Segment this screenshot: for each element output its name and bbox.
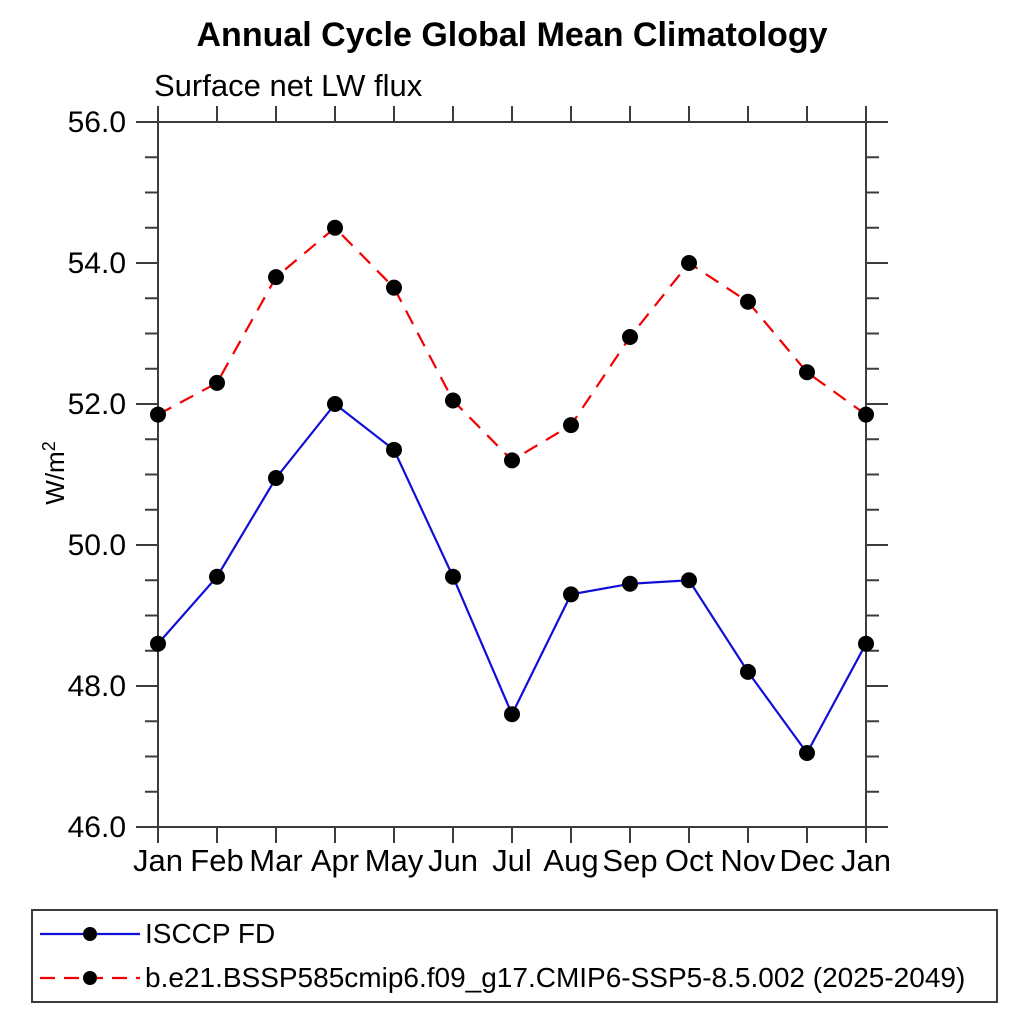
x-ticks <box>157 106 867 843</box>
series-line-1 <box>157 226 867 462</box>
x-tick-label: Jul <box>492 843 532 878</box>
x-tick-label: Feb <box>190 843 243 878</box>
y-tick-label: 54.0 <box>68 247 126 280</box>
chart-title: Annual Cycle Global Mean Climatology <box>196 16 828 54</box>
x-tick-label: Mar <box>249 843 302 878</box>
y-tick-label: 48.0 <box>68 670 126 703</box>
legend-label-model-run: b.e21.BSSP585cmip6.f09_g17.CMIP6-SSP5-8.… <box>145 962 966 993</box>
y-tick-label: 46.0 <box>68 811 126 844</box>
x-tick-label: Aug <box>543 843 598 878</box>
series-markers-0 <box>150 396 874 761</box>
y-tick-label: 50.0 <box>68 529 126 562</box>
legend-label-isccp-fd: ISCCP FD <box>145 918 276 949</box>
x-tick-label: Nov <box>720 843 776 878</box>
y-tick-label: 52.0 <box>68 388 126 421</box>
x-tick-label: Oct <box>665 843 714 878</box>
x-tick-label: Dec <box>779 843 834 878</box>
x-tick-labels: Jan Feb Mar Apr May Jun Jul Aug Sep Oct Nov Dec Jan <box>133 843 891 878</box>
x-tick-label: Jan <box>841 843 891 878</box>
x-tick-label: Apr <box>311 843 359 878</box>
x-tick-label: Jan <box>133 843 183 878</box>
axis-frame <box>136 106 888 843</box>
x-tick-label: Jun <box>428 843 478 878</box>
legend-solid-line-marker-icon <box>40 927 140 941</box>
y-axis-title: W/m2 <box>39 441 70 504</box>
y-tick-labels: 46.0 48.0 50.0 52.0 54.0 56.0 <box>68 106 126 844</box>
series-markers-1 <box>150 219 874 469</box>
legend-item-isccp-fd: ISCCP FD <box>38 913 996 955</box>
x-tick-label: Sep <box>602 843 657 878</box>
chart-subtitle: Surface net LW flux <box>154 68 423 103</box>
y-tick-label: 56.0 <box>68 106 126 139</box>
legend-dashed-line-marker-icon <box>40 971 140 985</box>
plot-canvas: Jan Feb Mar Apr May Jun Jul Aug Sep Oct Nov Dec Jan4… <box>39 106 891 878</box>
x-tick-label: May <box>365 843 424 878</box>
legend-item-model-run: b.e21.BSSP585cmip6.f09_g17.CMIP6-SSP5-8.… <box>38 957 996 999</box>
legend: ISCCP FD b.e21.BSSP585cmip6.f09_g17.CMIP… <box>31 909 998 1003</box>
